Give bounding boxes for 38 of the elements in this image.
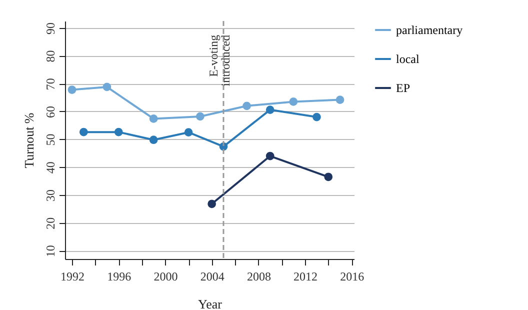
y-tick-label: 70	[44, 78, 58, 90]
point	[336, 96, 344, 104]
y-tick-label: 90	[44, 22, 58, 34]
y-tick-label: 80	[44, 50, 58, 62]
y-tick-label: 20	[44, 217, 58, 230]
y-tick-label: 50	[44, 134, 58, 146]
point	[266, 106, 274, 114]
point	[149, 114, 158, 123]
point	[242, 102, 251, 110]
x-tick-label: 2004	[200, 270, 224, 284]
y-tick-label: 30	[44, 189, 58, 202]
x-tick-label: 1992	[60, 270, 84, 284]
legend-label: parliamentary	[396, 23, 463, 37]
point	[114, 128, 123, 136]
point	[324, 172, 333, 182]
point	[184, 128, 193, 137]
point	[208, 200, 216, 208]
x-tick-label: 2016	[340, 270, 364, 284]
x-tick-label: 2000	[154, 270, 178, 284]
y-tick-label: 60	[44, 106, 58, 118]
y-tick-label: 10	[44, 245, 58, 258]
x-tick-label: 2008	[246, 270, 271, 284]
point	[79, 128, 88, 136]
ref-line-label: E-voting introduced	[206, 34, 232, 86]
point	[289, 98, 298, 106]
x-axis-title: Year	[198, 296, 223, 310]
point	[149, 136, 158, 144]
legend-label: local	[396, 52, 420, 66]
y-tick-label: 40	[44, 162, 58, 174]
point	[102, 82, 112, 92]
y-axis-title: Turnout %	[22, 112, 36, 168]
point	[68, 86, 76, 94]
point	[312, 112, 321, 122]
legend-label: EP	[396, 81, 410, 95]
point	[196, 112, 204, 121]
x-tick-label: 1996	[107, 270, 132, 284]
point	[266, 152, 274, 160]
x-tick-label: 2012	[294, 270, 318, 284]
